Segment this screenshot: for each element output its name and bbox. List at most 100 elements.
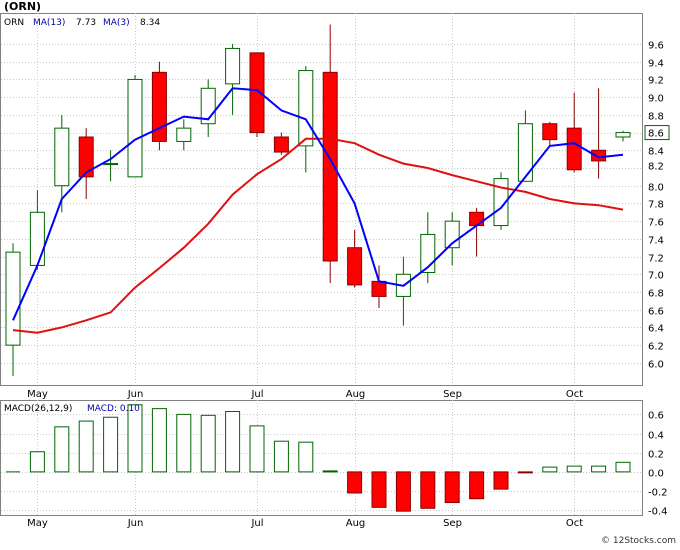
ma3-price-tag: 8.2 — [644, 157, 670, 173]
candle-up — [29, 190, 45, 270]
candle-down — [542, 121, 558, 146]
macd-tick-label: 0.2 — [648, 450, 664, 461]
macd-grid — [1, 400, 642, 515]
price-tick-label: 7.8 — [648, 200, 664, 211]
candle-down — [151, 61, 167, 151]
price-tick-label: 7.6 — [648, 218, 664, 229]
price-y-axis: 6.0 6.2 6.4 6.6 6.8 7.0 7.2 7.4 7.6 7.8 8.0 8.2 8.4 8… — [648, 41, 664, 371]
price-grid — [1, 13, 642, 385]
macd-bar — [322, 470, 338, 473]
macd-x-axis: May Jun Jul Aug Sep Oct — [27, 518, 583, 529]
candle-down — [78, 128, 94, 199]
price-panel-frame — [0, 13, 643, 386]
candle-body — [273, 136, 289, 153]
price-month-label: Jun — [127, 389, 144, 400]
macd-tick-label: -0.2 — [648, 488, 668, 499]
macd-histogram — [6, 404, 631, 512]
candle-body — [298, 70, 314, 147]
price-month-label: Sep — [443, 389, 462, 400]
macd-tick-label: 0.4 — [648, 431, 664, 442]
macd-legend-value: MACD: 0.10 — [87, 404, 140, 414]
candle-up — [54, 114, 70, 213]
candle-body — [176, 127, 192, 142]
candle-body — [469, 211, 485, 227]
price-tick-label: 9.4 — [648, 59, 664, 70]
candle-down — [322, 24, 338, 284]
price-tick-label: 6.6 — [648, 307, 664, 318]
macd-month-label: Oct — [566, 518, 583, 529]
candle-body — [371, 280, 387, 297]
candle-down — [566, 92, 582, 173]
candle-up — [200, 79, 216, 137]
candle-up — [517, 110, 533, 182]
macd-panel-frame — [0, 400, 643, 516]
candle-body — [591, 149, 607, 162]
price-tick-label: 8.0 — [648, 183, 664, 194]
macd-bar — [249, 425, 265, 473]
price-x-axis: May Jun Jul Aug Sep Oct — [27, 389, 583, 400]
candle-down — [273, 132, 289, 155]
macd-bar — [273, 440, 289, 473]
candle-body — [249, 52, 265, 134]
candle-down — [469, 207, 485, 257]
candle-body — [5, 251, 21, 346]
candle-body — [29, 211, 45, 266]
candle-up — [127, 75, 143, 178]
candle-body — [566, 127, 582, 171]
candle-body — [127, 78, 143, 178]
macd-bar — [566, 465, 582, 473]
price-month-label: Jul — [250, 389, 263, 400]
macd-bar — [517, 471, 533, 474]
macd-bar — [225, 411, 241, 473]
ma3-line — [12, 87, 624, 321]
macd-bar — [493, 471, 509, 490]
macd-legend-label: MACD(26,12,9) — [4, 404, 72, 414]
last-price-tag-text: 8.6 — [648, 129, 664, 140]
price-tick-label: 9.0 — [648, 94, 664, 105]
ticker-title: (ORN) — [4, 0, 41, 13]
price-tick-label: 9.6 — [648, 41, 664, 52]
macd-bar — [29, 451, 45, 473]
macd-bar — [615, 461, 631, 473]
macd-bar — [395, 471, 411, 512]
price-tick-label: 7.2 — [648, 254, 664, 265]
macd-tick-label: 0.6 — [648, 411, 664, 422]
macd-bar — [591, 465, 607, 473]
macd-bar — [420, 471, 436, 509]
price-tick-label: 8.4 — [648, 147, 664, 158]
candle-body — [517, 123, 533, 182]
candle-up — [615, 130, 631, 142]
watermark: © 12Stocks.com — [601, 536, 676, 546]
candle-body — [225, 47, 241, 85]
macd-month-label: Jun — [127, 518, 144, 529]
candle-body — [615, 132, 631, 138]
macd-bar — [542, 466, 558, 473]
candle-body — [493, 178, 509, 227]
candle-body — [542, 123, 558, 141]
candle-body — [78, 136, 94, 178]
macd-month-label: Aug — [346, 518, 366, 529]
candle-up — [298, 66, 314, 173]
macd-month-label: May — [27, 518, 48, 529]
candlestick-series — [5, 24, 631, 377]
price-tick-label: 8.8 — [648, 112, 664, 123]
macd-tick-label: 0.0 — [648, 469, 664, 480]
ma3-legend-value: 8.34 — [140, 18, 160, 28]
macd-bar — [176, 413, 192, 473]
price-tick-label: 7.0 — [648, 271, 664, 282]
candle-down — [371, 265, 387, 308]
candle-down — [591, 88, 607, 179]
macd-bar — [444, 471, 460, 504]
ma13-legend-value: 7.73 — [76, 18, 96, 28]
candle-up — [225, 44, 241, 115]
price-tick-label: 6.0 — [648, 360, 664, 371]
price-tick-label: 6.8 — [648, 289, 664, 300]
ma13-legend-label: MA(13) — [33, 18, 65, 28]
candle-up — [5, 243, 21, 377]
price-month-label: May — [27, 389, 48, 400]
last-price-tag: 8.6 — [644, 125, 670, 141]
price-tags: 8.6 8.2 — [644, 125, 670, 173]
candle-body — [322, 71, 338, 262]
macd-bar — [298, 441, 314, 473]
